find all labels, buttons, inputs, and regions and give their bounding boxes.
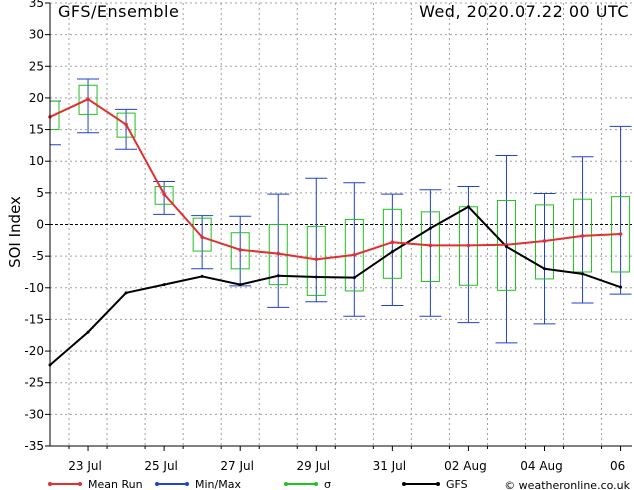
mean-run-point [352,253,357,257]
y-tick-label: -25 [24,376,44,390]
chart-title-left: GFS/Ensemble [58,2,179,21]
x-tick-label: 06 [610,459,625,473]
legend-label: GFS [446,478,468,490]
y-tick-label: 15 [29,123,44,137]
gfs-point [504,245,508,249]
gfs-point [390,250,394,254]
gfs-point [86,330,90,334]
y-tick-label: 35 [29,0,44,10]
gfs-point [352,276,356,280]
legend-swatch-dot [155,482,159,486]
mean-run-point [162,192,166,196]
y-tick-label: 20 [29,91,44,105]
y-tick-label: -10 [24,281,44,295]
gfs-point [466,205,470,209]
sigma-box [78,84,98,115]
gfs-point [200,274,204,278]
gfs-point [314,275,318,279]
y-tick-label: -35 [24,439,44,453]
y-tick-label: -30 [24,407,44,421]
mean-run-point [542,239,547,243]
legend-label: σ [324,478,331,490]
y-axis-label: SOI Index [6,196,24,268]
x-tick-label: 04 Aug [520,459,563,473]
gfs-point [428,226,432,230]
mean-run-point [276,251,281,256]
mean-run-point [314,257,319,262]
credit-text: © weatheronline.co.uk [504,479,630,490]
legend-label: Min/Max [195,478,241,490]
gfs-point [276,274,280,278]
chart-title-right: Wed, 2020.07.22 00 UTC [419,2,629,21]
legend-swatch-dot [48,482,52,486]
legend-swatch-dot [436,482,440,486]
mean-run-line [49,98,621,261]
legend-swatch-dot [314,482,318,486]
gfs-point [619,285,623,289]
sigma-box [116,112,136,138]
y-tick-label: 25 [29,59,44,73]
sigma-box [192,217,212,252]
mean-run-point [618,232,623,236]
y-tick-label: 0 [36,218,44,232]
gfs-point [581,272,585,276]
sigma-box [420,211,440,282]
mean-run-point [580,234,585,238]
mean-run-point [466,243,471,248]
y-tick-label: -5 [32,249,44,263]
x-tick-label: 31 Jul [373,459,407,473]
y-tick-label: -20 [24,344,44,358]
x-tick-label: 29 Jul [296,459,330,473]
y-tick-label: 30 [29,28,44,42]
legend-swatch-dot [284,482,288,486]
gfs-point [238,283,242,287]
legend-label: Mean Run [88,478,143,490]
sigma-box [154,186,174,205]
gfs-point [162,283,166,287]
legend-swatch-dot [78,482,82,486]
y-tick-label: 5 [36,186,44,200]
y-tick-label: -15 [24,312,44,326]
mean-run-point [428,243,433,248]
legend-swatch-dot [402,482,406,486]
x-tick-label: 23 Jul [68,459,102,473]
gfs-line [49,205,621,366]
y-tick-label: 10 [29,154,44,168]
legend: Mean Run Min/Max σ GFS [48,478,468,490]
mean-run-point [86,97,90,101]
gfs-point [543,267,547,271]
tick-labels: -35 -30 -25 -20 -15 -10 -5 0 5 10 15 20 25 30 35 23 Jul… [24,0,625,473]
mean-run-point [124,122,128,127]
series-layer [48,78,632,367]
x-tick-label: 27 Jul [220,459,254,473]
sigma-box [306,225,326,296]
x-tick-label: 25 Jul [144,459,178,473]
mean-run-point [200,235,204,239]
x-tick-label: 02 Aug [444,459,487,473]
axes [45,2,632,451]
gfs-point [124,291,128,295]
mean-run-point [238,248,242,252]
legend-swatch-dot [185,482,189,486]
mean-run-point [390,240,395,245]
